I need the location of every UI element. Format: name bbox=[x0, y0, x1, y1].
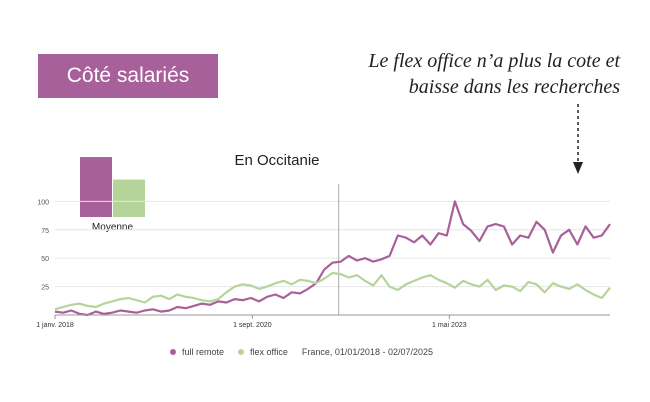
average-label: Moyenne bbox=[92, 222, 134, 233]
headline: Le flex office n’a plus la cote et baiss… bbox=[300, 48, 620, 100]
x-tick-label-2: 1 mai 2023 bbox=[432, 322, 467, 329]
section-badge: Côté salariés bbox=[38, 54, 218, 98]
badge-label: Côté salariés bbox=[66, 64, 190, 87]
x-axis: 1 janv. 2018 1 sept. 2020 1 mai 2023 bbox=[36, 314, 610, 329]
down-arrow-icon bbox=[573, 104, 583, 174]
legend-item-full-remote: full remote bbox=[170, 347, 224, 357]
y-tick-label-100: 100 bbox=[37, 199, 49, 206]
average-bar-full-remote bbox=[80, 157, 112, 217]
legend-label-full-remote: full remote bbox=[182, 347, 225, 357]
source-text: France, 01/01/2018 - 02/07/2025 bbox=[301, 347, 433, 357]
series-line-flex-office bbox=[54, 271, 611, 311]
grid: 25 50 75 100 bbox=[37, 184, 610, 315]
headline-line-1: Le flex office n’a plus la cote et bbox=[368, 50, 620, 72]
headline-line-2: baisse dans les recherches bbox=[408, 76, 620, 98]
series-lines bbox=[54, 200, 611, 317]
series-line-full-remote bbox=[54, 200, 611, 317]
legend-swatch-full-remote bbox=[170, 349, 176, 355]
legend-item-flex-office: flex office bbox=[238, 347, 288, 357]
average-bars: Moyenne bbox=[80, 157, 145, 233]
average-bar-flex-office bbox=[113, 179, 145, 217]
x-tick-label-0: 1 janv. 2018 bbox=[36, 322, 74, 329]
legend-label-flex-office: flex office bbox=[250, 347, 288, 357]
legend: full remote flex office France, 01/01/20… bbox=[170, 347, 433, 357]
legend-swatch-flex-office bbox=[238, 349, 245, 355]
y-tick-label-50: 50 bbox=[41, 256, 49, 263]
x-tick-label-1: 1 sept. 2020 bbox=[233, 322, 272, 329]
y-tick-label-25: 25 bbox=[41, 285, 49, 292]
y-tick-label-75: 75 bbox=[41, 228, 49, 235]
chart-title: En Occitanie bbox=[234, 152, 319, 169]
